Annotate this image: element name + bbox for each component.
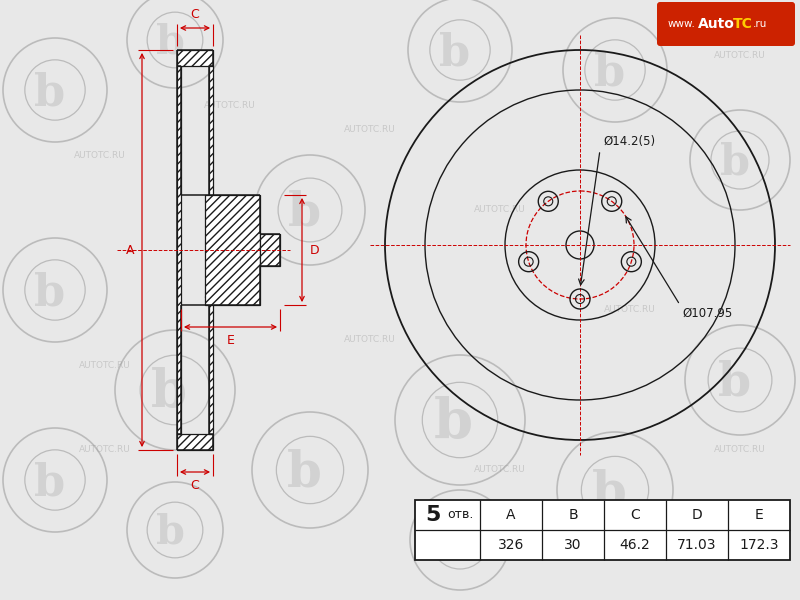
Text: b: b: [151, 367, 187, 419]
Text: 71.03: 71.03: [678, 538, 717, 552]
Text: D: D: [692, 508, 702, 522]
Bar: [177, 66, 181, 434]
Text: AUTOTC.RU: AUTOTC.RU: [474, 466, 526, 475]
Text: D: D: [310, 244, 320, 257]
Text: 172.3: 172.3: [739, 538, 778, 552]
Text: A: A: [506, 508, 516, 522]
Text: A: A: [126, 244, 134, 257]
Text: b: b: [720, 142, 750, 184]
Text: Ø107.95: Ø107.95: [682, 307, 732, 320]
Text: C: C: [190, 8, 199, 21]
Bar: [177, 50, 213, 66]
FancyBboxPatch shape: [657, 2, 795, 46]
Text: .ru: .ru: [753, 19, 767, 29]
Text: AUTOTC.RU: AUTOTC.RU: [74, 151, 126, 160]
Text: 30: 30: [564, 538, 582, 552]
Text: E: E: [226, 334, 234, 347]
Text: b: b: [34, 461, 66, 504]
Text: AUTOTC.RU: AUTOTC.RU: [604, 305, 656, 314]
Text: AUTOTC.RU: AUTOTC.RU: [714, 445, 766, 455]
Bar: [205, 195, 260, 305]
Text: b: b: [440, 521, 470, 563]
Text: B: B: [568, 508, 578, 522]
Bar: [209, 66, 213, 434]
Bar: [177, 434, 213, 450]
Text: TC: TC: [733, 17, 753, 31]
Text: AUTOTC.RU: AUTOTC.RU: [344, 125, 396, 134]
Text: Auto: Auto: [698, 17, 735, 31]
Text: Ø14.2(5): Ø14.2(5): [603, 135, 655, 148]
Text: C: C: [630, 508, 640, 522]
Text: AUTOTC.RU: AUTOTC.RU: [204, 290, 256, 299]
Text: b: b: [718, 360, 751, 406]
Text: b: b: [34, 71, 66, 114]
Text: C: C: [190, 479, 199, 492]
Text: b: b: [592, 469, 626, 517]
Text: 5: 5: [426, 505, 441, 525]
Text: AUTOTC.RU: AUTOTC.RU: [344, 335, 396, 344]
Text: b: b: [156, 512, 185, 553]
Bar: [415, 500, 790, 560]
Text: www.: www.: [668, 19, 696, 29]
Text: b: b: [288, 190, 321, 236]
Text: AUTOTC.RU: AUTOTC.RU: [474, 205, 526, 214]
Text: b: b: [439, 31, 470, 74]
Text: b: b: [286, 448, 322, 497]
Text: AUTOTC.RU: AUTOTC.RU: [604, 545, 656, 554]
Text: b: b: [34, 271, 66, 314]
Text: AUTOTC.RU: AUTOTC.RU: [714, 50, 766, 59]
Text: b: b: [434, 396, 473, 451]
Text: 326: 326: [498, 538, 524, 552]
Text: b: b: [156, 22, 185, 62]
Text: отв.: отв.: [447, 509, 473, 521]
Text: AUTOTC.RU: AUTOTC.RU: [79, 361, 131, 370]
Text: AUTOTC.RU: AUTOTC.RU: [204, 100, 256, 109]
Text: 46.2: 46.2: [620, 538, 650, 552]
Text: b: b: [594, 51, 626, 94]
Bar: [260, 234, 280, 266]
Text: E: E: [754, 508, 763, 522]
Text: AUTOTC.RU: AUTOTC.RU: [79, 445, 131, 455]
